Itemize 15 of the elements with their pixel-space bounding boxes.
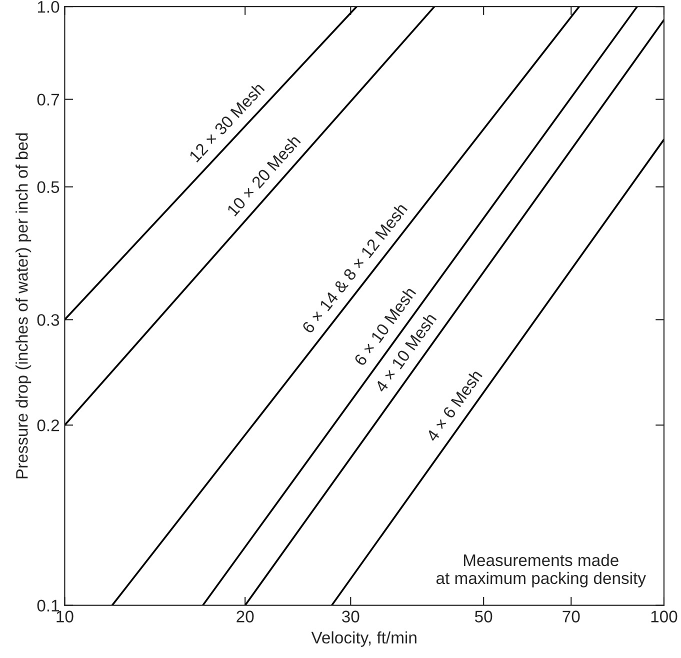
x-tick-label: 100	[651, 610, 678, 622]
x-tick-label: 50	[474, 610, 492, 622]
y-tick-label: 0.7	[37, 94, 59, 106]
y-axis-title: Pressure drop (inches of water) per inch of bed	[16, 133, 32, 478]
y-tick-label: 0.5	[37, 181, 60, 194]
x-tick-label: 10	[56, 610, 74, 622]
x-tick-label: 20	[236, 610, 254, 622]
y-tick-label: 0.1	[37, 600, 60, 612]
x-axis-title: Velocity, ft/min	[311, 631, 416, 647]
annotation: Measurements made at maximum packing density	[436, 554, 646, 588]
x-tick-label: 70	[562, 610, 580, 622]
x-tick-label: 30	[342, 610, 360, 622]
y-tick-label: 1.0	[38, 0, 60, 13]
y-tick-label: 0.2	[37, 420, 59, 432]
y-tick-label: 0.3	[37, 314, 60, 326]
